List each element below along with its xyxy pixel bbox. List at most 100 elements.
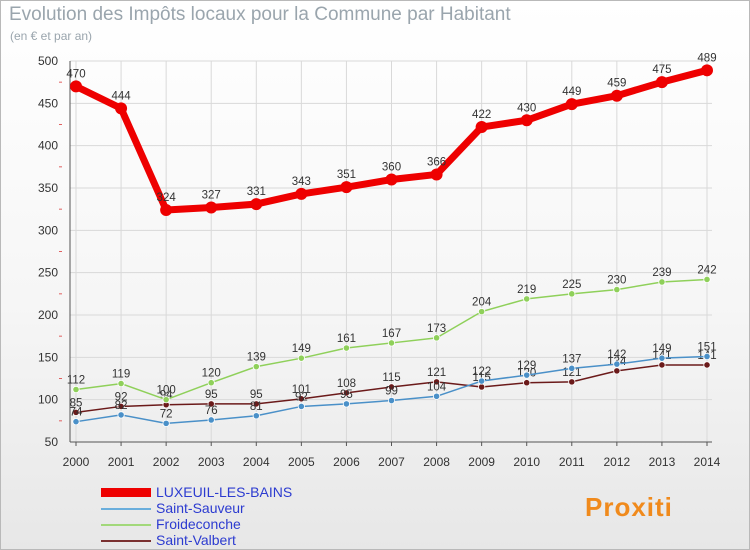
data-label-saint-sauveur: 137 [562,353,581,365]
data-label-luxeuil: 475 [652,64,671,76]
data-label-saint-sauveur: 99 [385,386,398,398]
data-label-luxeuil: 343 [292,176,311,188]
x-tick-label-2007: 2007 [378,455,405,469]
data-point-luxeuil [610,89,623,102]
data-point-froideconche [523,295,531,303]
data-point-froideconche [568,290,576,298]
data-label-luxeuil: 422 [472,109,491,121]
data-point-saint-sauveur [252,412,260,420]
data-label-froideconche: 139 [247,352,266,364]
data-label-froideconche: 204 [472,297,492,309]
data-label-luxeuil: 449 [562,86,581,98]
data-label-saint-sauveur: 129 [517,360,536,372]
proxiti-logo: Proxiti [585,492,673,523]
axes: 50 100 150 200 250 300 350 400 450 500 2000 2001 200… [38,54,721,469]
data-point-luxeuil [385,173,398,186]
series-luxeuil: 470 444 324 327 331 343 351 360 366 422 430 449 459 4… [66,52,717,217]
data-label-luxeuil: 366 [427,156,446,168]
y-tick-label-400: 400 [38,139,58,153]
data-label-saint-valbert: 95 [250,389,263,401]
data-point-saint-sauveur [658,354,666,362]
data-point-luxeuil [160,204,173,217]
legend-label-saint-sauveur: Saint-Sauveur [156,500,245,516]
gridlines [70,60,712,443]
data-point-luxeuil [205,201,218,214]
data-label-luxeuil: 360 [382,162,401,174]
data-point-saint-valbert [703,361,711,369]
data-point-froideconche [613,285,621,294]
data-point-saint-valbert [387,383,396,391]
data-point-saint-valbert [72,408,80,416]
data-point-saint-sauveur [72,418,80,426]
y-tick-label-200: 200 [38,308,58,322]
x-tick-label-2001: 2001 [108,455,135,469]
data-label-saint-valbert: 85 [70,397,83,409]
data-label-froideconche: 100 [157,385,176,397]
x-tick-label-2010: 2010 [513,455,540,469]
data-label-saint-sauveur: 72 [160,408,173,420]
x-tick-label-2006: 2006 [333,455,360,469]
logo-text: Proxiti [585,492,673,522]
data-point-froideconche [342,344,351,352]
x-tick-label-2012: 2012 [604,455,631,469]
data-label-froideconche: 173 [427,323,446,335]
data-label-luxeuil: 459 [607,78,626,90]
data-point-saint-valbert [568,378,576,386]
data-point-luxeuil [565,98,578,111]
data-point-froideconche [703,275,711,284]
data-label-froideconche: 167 [382,328,401,340]
data-label-saint-sauveur: 151 [697,341,716,353]
data-label-saint-sauveur: 95 [340,389,353,401]
data-point-froideconche [162,396,170,404]
data-point-luxeuil [70,80,82,93]
y-tick-label-50: 50 [45,435,59,449]
data-point-luxeuil [115,102,128,115]
legend-label-froideconche: Froideconche [156,516,241,532]
data-point-saint-valbert [613,367,621,375]
data-point-saint-valbert [297,395,305,403]
data-point-luxeuil [430,168,443,181]
data-label-saint-sauveur: 76 [205,405,218,417]
data-point-saint-sauveur [703,352,711,361]
x-tick-label-2014: 2014 [694,455,721,469]
data-label-saint-sauveur: 104 [427,381,447,393]
data-point-luxeuil [295,187,308,200]
data-point-saint-sauveur [523,371,531,379]
data-label-froideconche: 230 [607,275,626,287]
data-point-saint-valbert [342,389,351,397]
data-point-luxeuil [520,114,533,127]
data-point-saint-sauveur [207,416,215,424]
data-point-froideconche [207,379,215,387]
data-point-saint-valbert [432,378,441,386]
data-point-saint-valbert [478,383,486,391]
data-label-froideconche: 120 [202,368,221,380]
data-point-luxeuil [655,76,668,89]
legend-label-luxeuil: LUXEUIL-LES-BAINS [156,484,293,500]
data-label-froideconche: 239 [652,267,671,279]
data-point-froideconche [478,308,486,316]
data-point-saint-valbert [658,361,666,369]
data-label-froideconche: 112 [67,375,85,387]
data-point-saint-sauveur [568,364,576,372]
legend-swatch-luxeuil [101,488,151,497]
data-point-froideconche [432,334,441,342]
data-label-luxeuil: 351 [337,169,356,181]
data-label-saint-sauveur: 81 [250,401,263,413]
x-tick-label-2002: 2002 [153,455,180,469]
y-tick-label-300: 300 [38,223,58,237]
data-label-saint-valbert: 121 [562,367,581,379]
data-point-saint-sauveur [613,360,621,368]
data-point-saint-valbert [252,400,260,408]
data-point-luxeuil [340,181,353,194]
data-label-saint-valbert: 121 [427,367,446,379]
data-label-saint-valbert: 92 [115,391,128,403]
data-point-froideconche [72,385,80,394]
data-label-saint-sauveur: 74 [70,407,83,419]
data-point-saint-sauveur [297,402,305,411]
data-label-saint-sauveur: 92 [295,391,308,403]
data-point-froideconche [297,354,305,362]
y-tick-label-150: 150 [38,350,58,364]
legend-swatch-saint-valbert [101,540,151,542]
chart-title: Evolution des Impôts locaux pour la Comm… [9,4,511,25]
